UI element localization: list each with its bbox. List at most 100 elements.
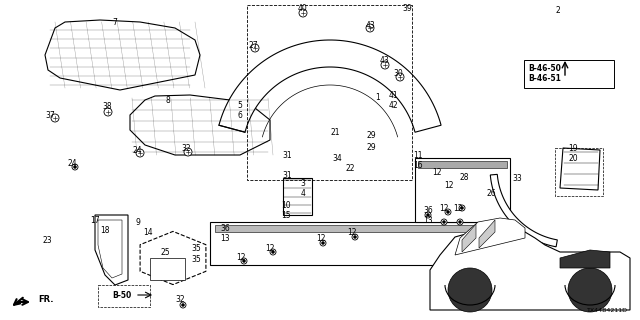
Circle shape	[136, 149, 144, 157]
Text: 1: 1	[376, 92, 380, 101]
Circle shape	[461, 206, 463, 210]
Circle shape	[180, 302, 186, 308]
Text: 25: 25	[160, 247, 170, 257]
Text: 12: 12	[265, 244, 275, 252]
Text: 30: 30	[393, 68, 403, 77]
Circle shape	[568, 268, 612, 312]
Text: 33: 33	[512, 173, 522, 182]
Text: TX44B4211D: TX44B4211D	[587, 308, 628, 313]
Circle shape	[458, 220, 461, 223]
Text: 7: 7	[113, 18, 117, 27]
Circle shape	[74, 165, 77, 169]
Polygon shape	[462, 224, 476, 252]
Text: 12: 12	[432, 167, 442, 177]
Text: 17: 17	[90, 215, 100, 225]
Text: 16: 16	[413, 161, 423, 170]
Text: 36: 36	[220, 223, 230, 233]
Text: 35: 35	[191, 255, 201, 265]
Polygon shape	[479, 220, 495, 248]
Text: 41: 41	[388, 91, 398, 100]
Text: 12: 12	[348, 228, 356, 236]
Text: 32: 32	[175, 295, 185, 305]
Text: 21: 21	[330, 127, 340, 137]
Circle shape	[299, 9, 307, 17]
Polygon shape	[219, 40, 441, 132]
Circle shape	[445, 209, 451, 215]
Polygon shape	[45, 20, 200, 90]
Circle shape	[104, 108, 112, 116]
Text: 11: 11	[413, 150, 423, 159]
Text: 6: 6	[237, 110, 243, 119]
Text: 29: 29	[366, 142, 376, 151]
Circle shape	[352, 234, 358, 240]
Circle shape	[396, 73, 404, 81]
Text: 28: 28	[460, 172, 468, 181]
Text: B-46-51: B-46-51	[529, 74, 561, 83]
Text: 4: 4	[301, 188, 305, 197]
Text: B-50: B-50	[113, 291, 132, 300]
Circle shape	[72, 164, 78, 170]
Text: 22: 22	[345, 164, 355, 172]
Text: 12: 12	[316, 234, 326, 243]
Text: 12: 12	[453, 204, 463, 212]
Circle shape	[447, 211, 449, 213]
Circle shape	[381, 61, 389, 69]
Polygon shape	[140, 231, 206, 284]
Circle shape	[51, 114, 59, 122]
Circle shape	[441, 219, 447, 225]
Text: 14: 14	[143, 228, 153, 236]
Polygon shape	[210, 222, 500, 265]
Text: 23: 23	[42, 236, 52, 244]
Text: 32: 32	[181, 143, 191, 153]
Circle shape	[241, 258, 247, 264]
Polygon shape	[283, 178, 312, 215]
Text: 2: 2	[556, 5, 561, 14]
Polygon shape	[455, 218, 525, 255]
Text: 37: 37	[45, 110, 55, 119]
Text: 36: 36	[423, 205, 433, 214]
Text: 29: 29	[366, 131, 376, 140]
Text: 43: 43	[365, 20, 375, 29]
Text: 35: 35	[191, 244, 201, 252]
Text: 26: 26	[486, 188, 496, 197]
Text: 19: 19	[568, 143, 578, 153]
Text: 38: 38	[102, 101, 112, 110]
Circle shape	[321, 242, 324, 244]
Text: 39: 39	[402, 4, 412, 12]
Polygon shape	[415, 158, 510, 222]
Circle shape	[320, 240, 326, 246]
Polygon shape	[560, 250, 610, 268]
Bar	[247, 5, 412, 180]
Text: 24: 24	[67, 158, 77, 167]
Text: 31: 31	[282, 150, 292, 159]
Bar	[555, 148, 603, 196]
Text: 12: 12	[439, 204, 449, 212]
Text: 40: 40	[298, 4, 308, 12]
Circle shape	[251, 44, 259, 52]
Circle shape	[184, 148, 192, 156]
Circle shape	[426, 213, 429, 217]
Polygon shape	[418, 161, 507, 168]
Polygon shape	[430, 228, 630, 310]
Circle shape	[448, 268, 492, 312]
Circle shape	[366, 24, 374, 32]
Polygon shape	[215, 225, 495, 232]
Text: 18: 18	[100, 226, 109, 235]
Text: 13: 13	[220, 234, 230, 243]
Text: 43: 43	[379, 55, 389, 65]
Polygon shape	[150, 258, 185, 280]
Polygon shape	[490, 174, 557, 247]
Polygon shape	[560, 148, 600, 190]
Text: 9: 9	[136, 218, 140, 227]
Circle shape	[425, 212, 431, 218]
Circle shape	[353, 236, 356, 238]
Polygon shape	[130, 95, 270, 155]
Text: 10: 10	[281, 201, 291, 210]
Text: 20: 20	[568, 154, 578, 163]
Text: 12: 12	[444, 180, 454, 189]
Text: 12: 12	[236, 252, 246, 261]
Text: 3: 3	[301, 179, 305, 188]
Text: 31: 31	[282, 171, 292, 180]
Text: 34: 34	[332, 154, 342, 163]
Polygon shape	[95, 215, 128, 285]
